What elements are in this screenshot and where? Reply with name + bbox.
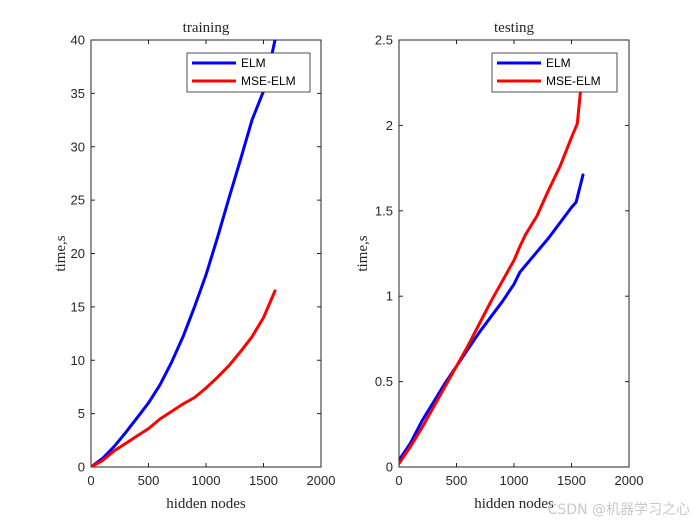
- left-y-tick-label: 30: [71, 139, 85, 154]
- right-legend-label-elm: ELM: [546, 56, 571, 70]
- right-x-tick-label: 1500: [557, 473, 586, 488]
- left-series-group: [91, 40, 277, 467]
- right-y-tick-label: 0.5: [375, 374, 393, 389]
- left-y-tick-label: 0: [78, 460, 85, 475]
- left-series-line-elm: [91, 40, 277, 467]
- left-legend: ELM MSE-ELM: [186, 52, 311, 93]
- left-x-tick-label: 500: [138, 473, 160, 488]
- left-chart-title: training: [183, 20, 230, 36]
- right-y-tick-label: 0: [386, 460, 393, 475]
- left-plot-area: [90, 39, 322, 468]
- left-x-tick-label: 2000: [307, 473, 336, 488]
- right-x-tick-label: 1000: [500, 473, 529, 488]
- left-y-tick-label: 35: [71, 86, 85, 101]
- right-x-tick-label: 500: [446, 473, 468, 488]
- right-chart-title: testing: [494, 20, 534, 36]
- left-x-tick-label: 1000: [192, 473, 221, 488]
- left-legend-label-elm: ELM: [241, 56, 266, 70]
- left-x-tick-label: 0: [87, 473, 94, 488]
- right-x-tick-label: 2000: [615, 473, 644, 488]
- right-y-tick-label: 1.5: [375, 203, 393, 218]
- right-y-axis-label: time,s: [355, 235, 371, 271]
- right-legend: ELM MSE-ELM: [491, 52, 618, 93]
- left-x-tick-label: 1500: [249, 473, 278, 488]
- right-y-tick-label: 2.5: [375, 33, 393, 48]
- left-panel-group: training hidden nodes time,s 0 500 1000 150…: [53, 20, 335, 512]
- right-x-axis-label: hidden nodes: [474, 496, 554, 512]
- left-ticks: 0 500 1000 1500 2000 0 5 10 15 20 25 30 35 40: [71, 33, 336, 489]
- right-series-line-mse-elm: [399, 64, 585, 466]
- right-series-group: [399, 64, 585, 466]
- right-ticks: 0 500 1000 1500 2000 0 0.5 1 1.5 2 2.5: [375, 33, 644, 489]
- left-legend-label-mse-elm: MSE-ELM: [241, 74, 296, 88]
- left-y-tick-label: 40: [71, 33, 85, 48]
- left-y-tick-label: 10: [71, 353, 85, 368]
- right-legend-label-mse-elm: MSE-ELM: [546, 74, 601, 88]
- watermark: CSDN @机器学习之心: [547, 502, 690, 518]
- left-y-tick-label: 5: [78, 406, 85, 421]
- right-series-line-elm: [399, 173, 585, 462]
- left-x-axis-label: hidden nodes: [166, 496, 246, 512]
- left-y-tick-label: 15: [71, 299, 85, 314]
- right-panel-group: testing hidden nodes time,s 0 500 1000 1500…: [355, 20, 643, 512]
- left-y-tick-label: 25: [71, 193, 85, 208]
- right-x-tick-label: 0: [395, 473, 402, 488]
- left-y-axis-label: time,s: [53, 235, 69, 271]
- left-legend-box: [186, 52, 311, 93]
- left-series-line-mse-elm: [91, 289, 277, 467]
- left-y-tick-label: 20: [71, 246, 85, 261]
- right-y-tick-label: 2: [386, 118, 393, 133]
- right-legend-box: [491, 52, 618, 93]
- right-y-tick-label: 1: [386, 289, 393, 304]
